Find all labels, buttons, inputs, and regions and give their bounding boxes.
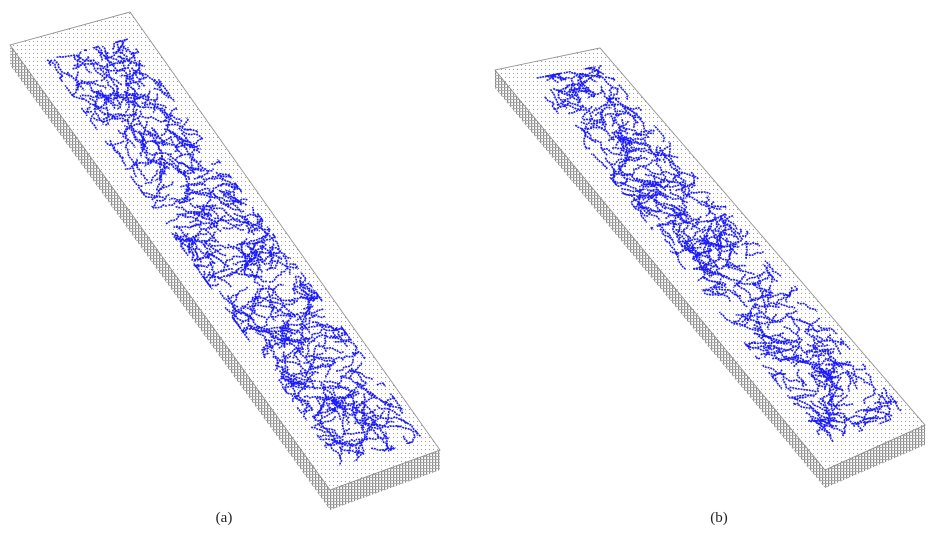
box-top	[10, 12, 440, 490]
panel-label: (a)	[216, 510, 233, 526]
panel: (a)	[10, 12, 440, 526]
particle-strand	[84, 50, 88, 51]
panel-label: (b)	[710, 510, 728, 526]
panel: (b)	[495, 48, 925, 526]
figure: (a) (b)	[0, 0, 928, 533]
